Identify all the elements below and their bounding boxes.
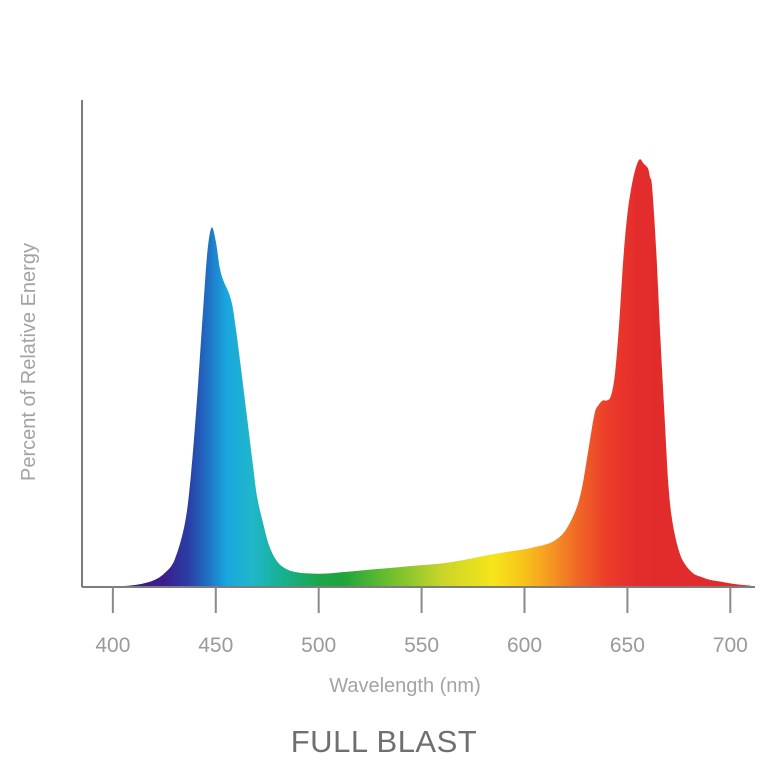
x-tick-label: 550: [404, 634, 439, 657]
x-tick-label: 450: [198, 634, 233, 657]
x-tick-label: 400: [95, 634, 130, 657]
x-tick-label: 650: [610, 634, 645, 657]
x-tick-label: 600: [507, 634, 542, 657]
x-axis-title: Wavelength (nm): [329, 675, 481, 697]
y-axis-title: Percent of Relative Energy: [18, 243, 40, 481]
x-tick-label: 700: [713, 634, 748, 657]
x-tick-label: 500: [301, 634, 336, 657]
spectrum-area: [102, 159, 751, 588]
chart-title: FULL BLAST: [290, 724, 478, 759]
x-axis-ticks: 400 450 500 550 600 650 700: [95, 587, 748, 657]
